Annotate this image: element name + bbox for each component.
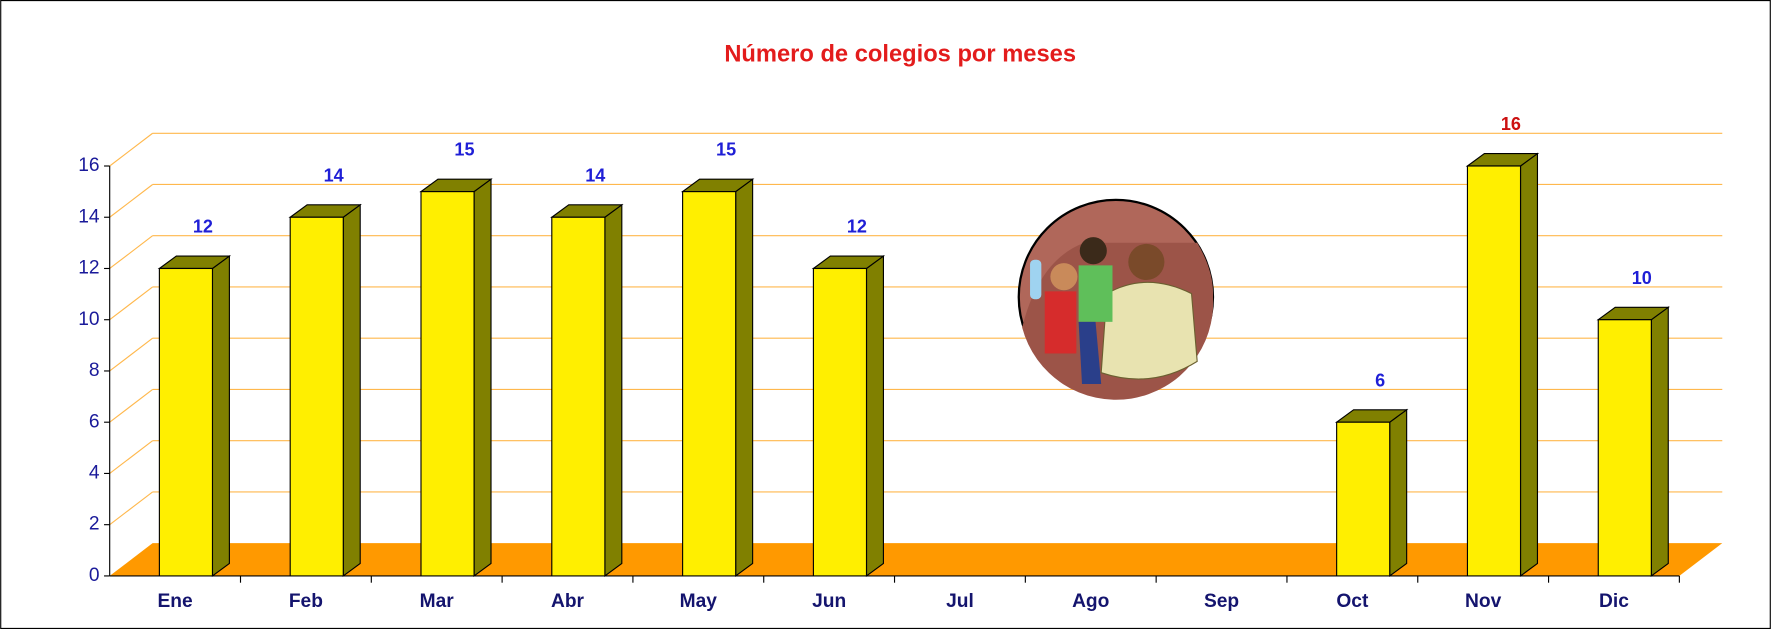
grid-line-side [109,286,153,321]
grid-line-side [109,491,153,526]
plot-area: 0 2 4 6 8 10 12 14 16 Ene 12 Feb 14 Mar 15 Abr 14 May 15 Ju… [78,114,1723,612]
bar-side [1519,152,1539,578]
x-tick-label: Jul [946,591,974,612]
bar-side [342,203,361,578]
clip-art [1017,198,1215,400]
y-tick-label: 6 [89,411,100,432]
data-label: 15 [716,140,736,160]
bar-side [1650,306,1669,578]
x-tick-label: Mar [420,591,455,612]
bar-side [604,203,623,578]
bar-side [865,254,884,578]
grid-line-side [109,235,153,269]
data-label: 15 [454,140,474,160]
y-tick-label: 2 [89,514,100,535]
bar-side [211,254,230,578]
grid-line-side [109,389,153,423]
y-tick-label: 12 [78,258,99,279]
grid-line-side [109,132,153,167]
x-tick-label: May [680,591,718,612]
x-tick-label: Jun [812,591,846,612]
grid-line-side [109,337,153,372]
bar [1597,319,1652,577]
x-tick-label: Dic [1599,591,1629,612]
x-tick-label: Feb [289,591,323,612]
bar [1466,165,1522,577]
data-label: 14 [324,165,344,185]
y-tick-label: 8 [89,360,100,381]
y-tick-label: 10 [78,309,99,330]
x-tick-label: Oct [1336,591,1369,612]
bar [551,216,606,577]
x-tick-label: Nov [1465,591,1502,612]
chart-title: Número de colegios por meses [724,42,1076,68]
grid-line-side [109,184,153,218]
x-tick-label: Sep [1204,591,1239,612]
x-tick-label: Abr [551,591,585,612]
bar-side [1389,408,1408,578]
data-label: 14 [585,165,605,185]
y-tick-label: 16 [78,155,99,176]
x-tick-label: Ene [157,591,193,612]
data-label: 12 [847,217,867,237]
bar [158,267,214,577]
bar [682,191,737,577]
bar-side [735,178,754,578]
data-label: 12 [193,217,213,237]
data-label: 6 [1375,370,1385,390]
bar [289,216,344,577]
grid-line-side [109,440,153,474]
data-label: 10 [1632,268,1652,288]
x-tick-label: Ago [1072,591,1109,612]
bar-side [473,178,492,578]
bar [812,267,868,577]
y-tick-label: 4 [89,463,100,484]
y-tick-label: 14 [78,206,100,227]
bar [1336,421,1391,577]
bar [420,191,475,577]
y-tick-label: 0 [89,565,100,586]
data-label: 16 [1501,114,1521,134]
floor [109,543,1723,576]
